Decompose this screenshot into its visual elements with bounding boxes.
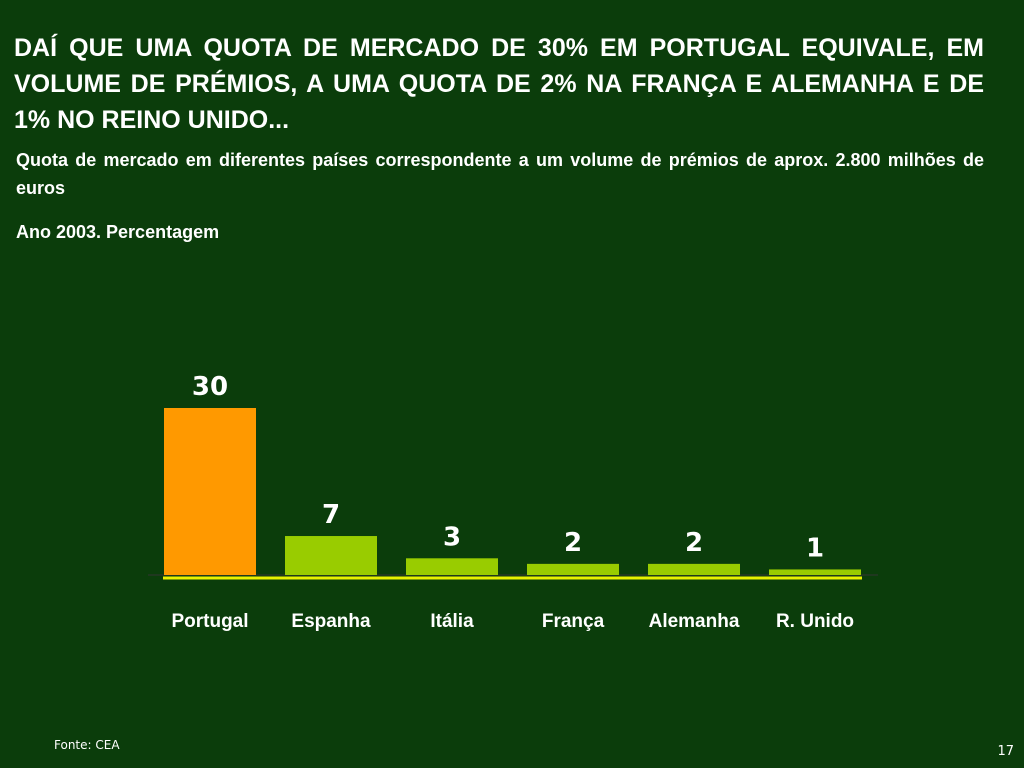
bar-alemanha <box>648 563 740 575</box>
bar-it-lia <box>406 558 498 575</box>
data-label: 3 <box>443 522 461 552</box>
bar-espanha <box>285 536 377 575</box>
slide-title: DAÍ QUE UMA QUOTA DE MERCADO DE 30% EM P… <box>14 34 984 134</box>
bar-r-unido <box>769 569 861 575</box>
data-label: 1 <box>806 533 824 563</box>
category-label: Itália <box>430 611 474 632</box>
chart-unit-label: Ano 2003. Percentagem <box>16 222 220 242</box>
bar-portugal <box>164 408 256 575</box>
source-note: Fonte: CEA <box>54 738 120 752</box>
category-label: França <box>542 611 605 632</box>
chart-subtitle: Quota de mercado em diferentes países co… <box>16 150 984 198</box>
category-label: R. Unido <box>776 611 854 632</box>
data-label: 30 <box>192 372 228 402</box>
data-label: 7 <box>322 500 340 530</box>
data-label: 2 <box>685 528 703 558</box>
category-label: Alemanha <box>649 611 740 632</box>
data-label: 2 <box>564 528 582 558</box>
category-label: Espanha <box>291 611 371 632</box>
page-number: 17 <box>997 744 1014 759</box>
category-label: Portugal <box>171 611 248 632</box>
bar-fran-a <box>527 563 619 575</box>
